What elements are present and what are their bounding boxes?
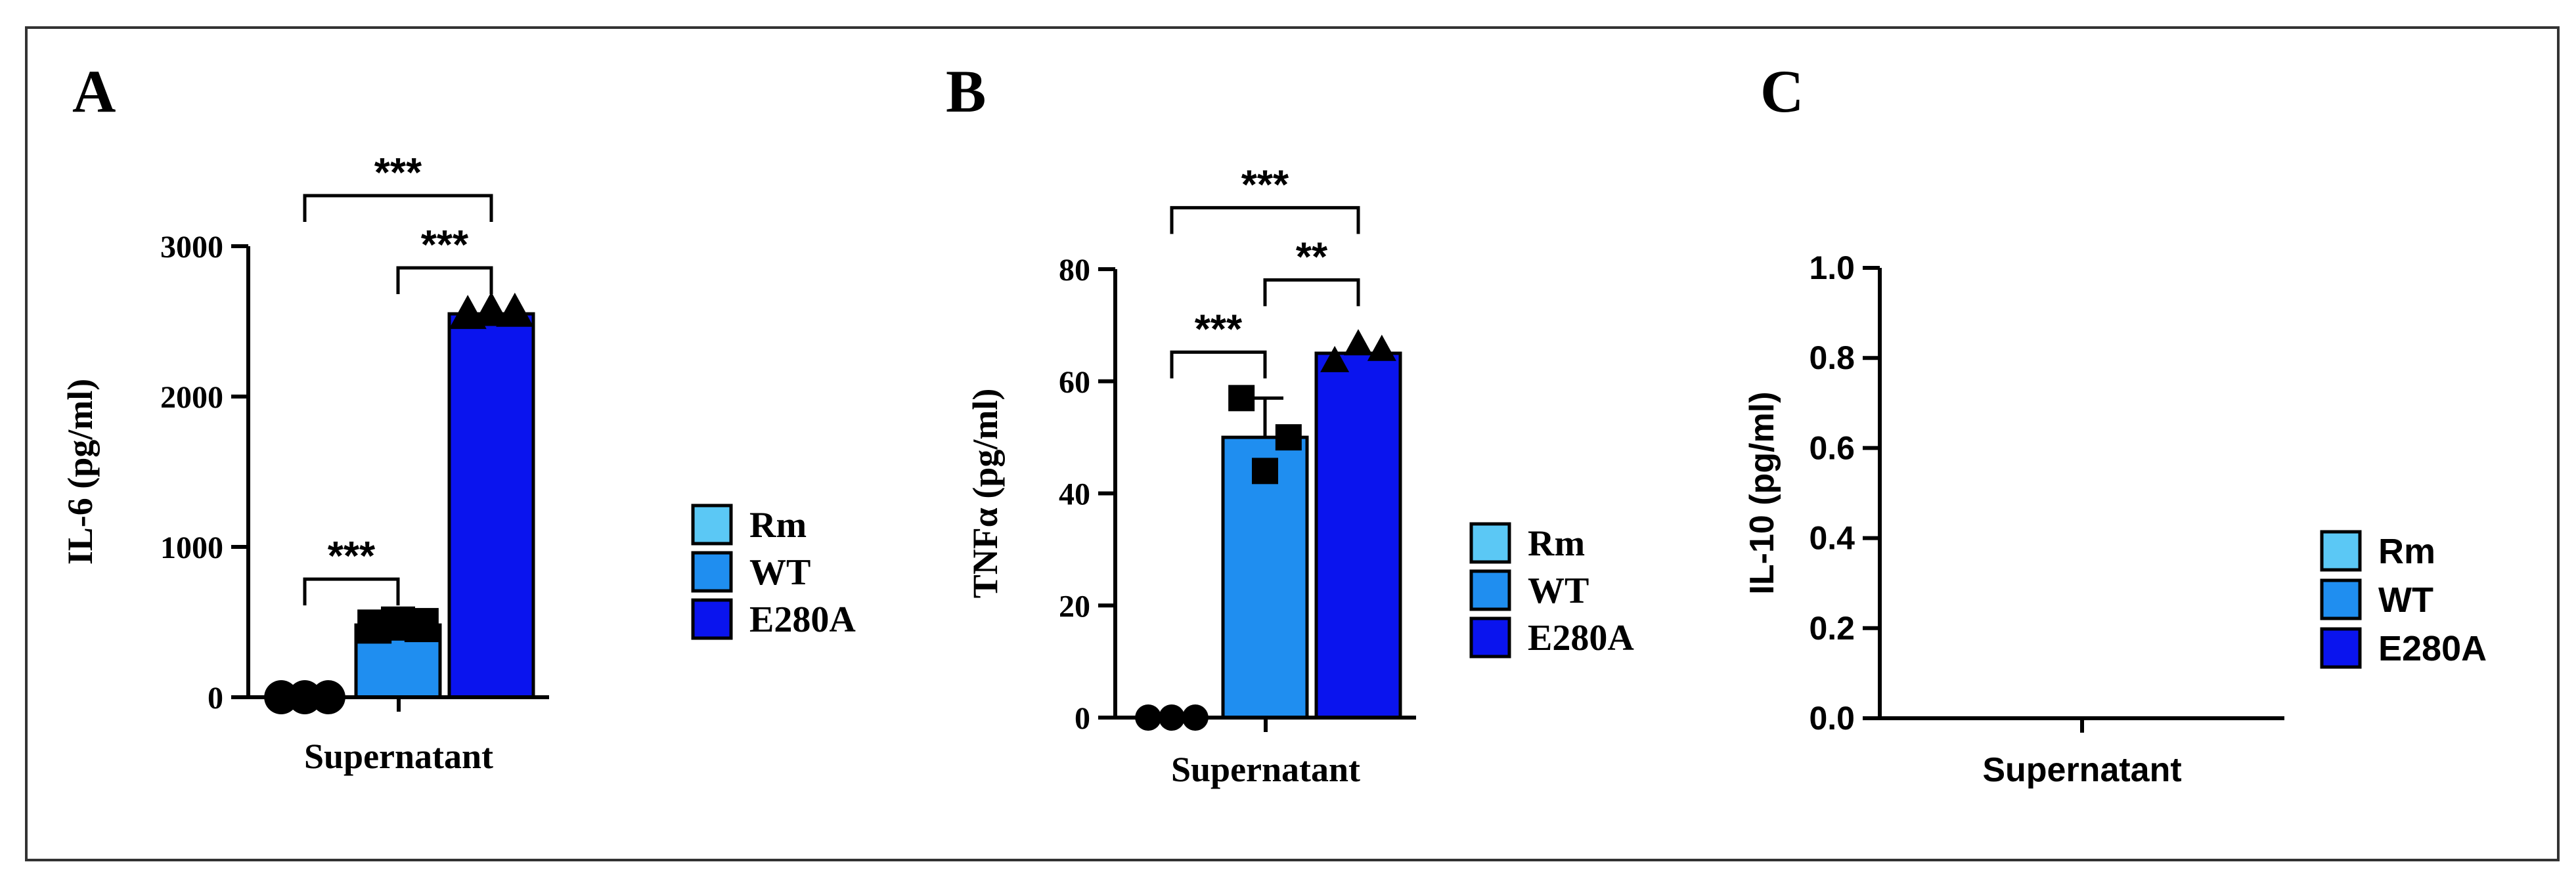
legend-swatch-rm [2320,530,2362,572]
legend-label: Rm [1528,523,1585,564]
x-axis-label: Supernatant [1171,750,1360,789]
legend-swatch-e280a [2320,627,2362,669]
x-axis-label: Supernatant [304,737,493,776]
legend-label: WT [749,552,811,593]
panel-c: C 0.0 0.2 0.4 0.6 0.8 1.0 Supernatant IL-10 (pg/… [1743,58,2487,789]
y-tick-label: 20 [1059,589,1090,624]
significance-label: *** [421,223,469,268]
legend-swatch-e280a [691,598,733,640]
y-tick-label: 80 [1059,253,1090,288]
y-axis-label: TNFα (pg/ml) [966,389,1005,599]
y-tick-label: 0.2 [1809,610,1855,647]
data-point-square [404,608,439,643]
x-axis-label: Supernatant [1982,751,2181,789]
data-point-square [1228,385,1255,412]
legend-swatch-wt [691,551,733,593]
legend-swatch-rm [1469,522,1511,564]
y-tick-label: 0.8 [1809,339,1855,376]
significance-bracket [1170,350,1267,379]
y-tick-label: 60 [1059,365,1090,400]
significance-label: *** [374,150,422,196]
significance-bracket [396,266,493,295]
data-point-triangle [1344,329,1373,356]
significance-bracket [303,194,493,223]
bar-e280a [1314,351,1402,720]
significance-label: *** [1241,162,1289,207]
legend-label: Rm [749,505,807,546]
legend-swatch-e280a [1469,616,1511,658]
legend-swatch-rm [691,504,733,546]
y-tick-label: 0 [208,681,223,716]
y-tick-label: 40 [1059,477,1090,512]
data-point-square [1275,424,1302,451]
y-tick-label: 0.0 [1809,700,1855,737]
legend-label: E280A [2378,629,2487,668]
panel-letter: C [1760,58,1804,125]
y-tick-label: 3000 [160,230,223,265]
data-point-square [1252,458,1278,485]
y-tick-label: 0 [1075,701,1090,736]
y-tick-label: 0.6 [1809,429,1855,466]
y-axis-label: IL-6 (pg/ml) [60,379,100,565]
significance-bracket [1263,278,1360,307]
significance-label: *** [1195,307,1243,352]
y-tick-label: 1000 [160,530,223,565]
bar-e280a [447,312,535,699]
significance-label: *** [328,534,376,579]
legend-label: E280A [749,599,856,640]
data-point-triangle [1367,334,1396,361]
legend-label: Rm [2378,532,2435,571]
legend-swatch-wt [1469,569,1511,611]
panel-a: A 0 1000 2000 3000 Supernatant IL-6 (pg/ml) ***… [60,58,856,776]
legend-label: WT [1528,571,1589,611]
significance-label: ** [1296,234,1328,280]
y-tick-label: 0.4 [1809,520,1855,557]
legend-swatch-wt [2320,578,2362,620]
y-tick-label: 1.0 [1809,249,1855,286]
y-tick-label: 2000 [160,380,223,415]
data-point-triangle [496,292,534,327]
legend-label: WT [2378,580,2433,620]
significance-bracket [303,577,400,606]
panel-letter: A [72,58,116,125]
data-point-triangle [472,291,510,326]
legend-label: E280A [1528,618,1634,658]
figure-frame [25,26,2560,861]
significance-bracket [1170,205,1360,234]
y-axis-label: IL-10 (pg/ml) [1743,391,1781,594]
data-point-triangle [1320,345,1350,372]
panel-letter: B [946,58,986,125]
